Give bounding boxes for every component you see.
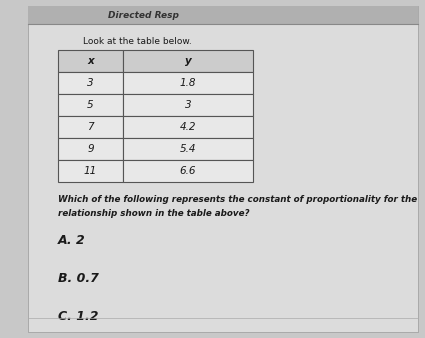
Text: 6.6: 6.6 bbox=[180, 166, 196, 176]
Text: B. 0.7: B. 0.7 bbox=[58, 271, 99, 285]
Bar bbox=[58, 138, 123, 160]
Bar bbox=[123, 94, 253, 116]
Text: relationship shown in the table above?: relationship shown in the table above? bbox=[58, 209, 249, 217]
Text: x: x bbox=[87, 56, 94, 66]
Text: 5: 5 bbox=[87, 100, 94, 110]
Text: 4.2: 4.2 bbox=[180, 122, 196, 132]
Text: C. 1.2: C. 1.2 bbox=[58, 310, 99, 322]
Text: Which of the following represents the constant of proportionality for the: Which of the following represents the co… bbox=[58, 195, 417, 204]
Bar bbox=[58, 50, 123, 72]
Bar bbox=[123, 50, 253, 72]
Text: Directed Resp: Directed Resp bbox=[108, 10, 179, 20]
Bar bbox=[58, 116, 123, 138]
Bar bbox=[123, 138, 253, 160]
Text: A. 2: A. 2 bbox=[58, 234, 86, 246]
Text: 7: 7 bbox=[87, 122, 94, 132]
Bar bbox=[58, 72, 123, 94]
Text: 3: 3 bbox=[87, 78, 94, 88]
Text: 11: 11 bbox=[84, 166, 97, 176]
Text: 5.4: 5.4 bbox=[180, 144, 196, 154]
Text: y: y bbox=[184, 56, 191, 66]
Text: 3: 3 bbox=[185, 100, 191, 110]
Bar bbox=[58, 94, 123, 116]
Text: 9: 9 bbox=[87, 144, 94, 154]
Bar bbox=[123, 116, 253, 138]
Bar bbox=[28, 6, 418, 24]
Text: 1.8: 1.8 bbox=[180, 78, 196, 88]
Text: Look at the table below.: Look at the table below. bbox=[83, 38, 192, 47]
Bar bbox=[123, 160, 253, 182]
Bar bbox=[58, 160, 123, 182]
Bar bbox=[123, 72, 253, 94]
